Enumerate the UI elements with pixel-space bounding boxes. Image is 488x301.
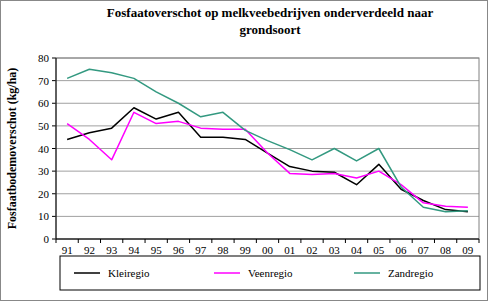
- x-tick: [479, 239, 480, 243]
- legend-swatch: [214, 272, 240, 274]
- x-tick: [211, 239, 212, 243]
- x-tick: [278, 239, 279, 243]
- grid-line: [56, 239, 479, 240]
- y-tick: [52, 80, 56, 81]
- x-tick-label: 96: [173, 244, 185, 256]
- x-tick-label: 06: [396, 244, 408, 256]
- y-tick: [52, 239, 56, 240]
- x-tick: [167, 239, 168, 243]
- y-tick-label: 50: [38, 120, 50, 132]
- x-tick-label: 03: [329, 244, 341, 256]
- x-tick: [56, 239, 57, 243]
- x-tick-label: 92: [84, 244, 95, 256]
- series-line: [67, 108, 468, 212]
- x-tick: [412, 239, 413, 243]
- y-tick: [52, 103, 56, 104]
- chart-border: [1, 1, 488, 301]
- x-tick-label: 97: [195, 244, 207, 256]
- y-tick: [52, 58, 56, 59]
- y-tick: [52, 125, 56, 126]
- y-axis: [56, 58, 57, 239]
- plot-frame: [56, 58, 479, 239]
- grid-line: [56, 125, 479, 126]
- x-tick: [389, 239, 390, 243]
- chart: Fosfaatoverschot op melkveebedrijven ond…: [0, 0, 488, 301]
- y-tick-label: 10: [38, 210, 50, 222]
- grid-line: [56, 193, 479, 194]
- x-tick: [78, 239, 79, 243]
- y-axis-label: Fosfaatbodemoverschot (kg/ha): [5, 68, 19, 230]
- x-tick-label: 99: [240, 244, 252, 256]
- x-tick: [256, 239, 257, 243]
- x-tick: [456, 239, 457, 243]
- y-tick-label: 20: [38, 188, 50, 200]
- x-tick-label: 09: [462, 244, 474, 256]
- y-tick-label: 30: [38, 165, 50, 177]
- y-tick-label: 40: [38, 143, 50, 155]
- x-tick: [300, 239, 301, 243]
- y-tick: [52, 171, 56, 172]
- x-tick-label: 91: [62, 244, 73, 256]
- y-tick-label: 80: [38, 52, 50, 64]
- grid-line: [56, 171, 479, 172]
- x-axis: [56, 239, 479, 240]
- x-tick: [122, 239, 123, 243]
- x-tick-label: 02: [307, 244, 318, 256]
- x-tick-label: 00: [262, 244, 274, 256]
- x-tick-label: 07: [418, 244, 430, 256]
- grid-line: [56, 103, 479, 104]
- x-tick: [189, 239, 190, 243]
- x-tick-label: 01: [284, 244, 295, 256]
- x-tick: [234, 239, 235, 243]
- x-tick: [145, 239, 146, 243]
- x-tick-label: 05: [373, 244, 385, 256]
- x-tick: [434, 239, 435, 243]
- x-tick-label: 93: [106, 244, 118, 256]
- x-tick-label: 04: [351, 244, 363, 256]
- legend-label: Veenregio: [248, 267, 293, 279]
- x-tick-label: 94: [128, 244, 140, 256]
- legend-label: Zandregio: [388, 267, 434, 279]
- x-tick: [345, 239, 346, 243]
- plot-area: [67, 69, 468, 212]
- x-tick: [367, 239, 368, 243]
- y-tick: [52, 193, 56, 194]
- y-tick-label: 60: [38, 97, 50, 109]
- x-tick: [100, 239, 101, 243]
- x-tick-label: 95: [151, 244, 163, 256]
- chart-svg: 0 10 20 30 40 50 60 70 80 91 92 93 94 95 96 97 98 99 00 01 0…: [0, 0, 488, 301]
- legend-swatch: [354, 272, 380, 274]
- x-tick: [323, 239, 324, 243]
- x-tick-label: 08: [440, 244, 452, 256]
- y-tick: [52, 148, 56, 149]
- legend: [60, 256, 480, 290]
- title: Fosfaatoverschot op melkveebedrijven ond…: [95, 4, 445, 38]
- y-tick: [52, 216, 56, 217]
- legend-swatch: [74, 272, 100, 274]
- legend-label: Kleiregio: [108, 267, 150, 279]
- grid-line: [56, 216, 479, 217]
- y-tick-label: 0: [44, 233, 50, 245]
- grid-line: [56, 80, 479, 81]
- y-tick-label: 70: [38, 75, 50, 87]
- x-tick-label: 98: [217, 244, 229, 256]
- series-line: [67, 69, 468, 212]
- grid-line: [56, 148, 479, 149]
